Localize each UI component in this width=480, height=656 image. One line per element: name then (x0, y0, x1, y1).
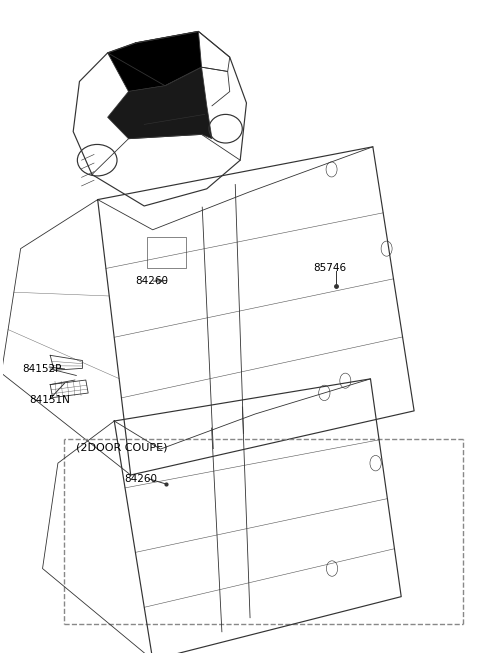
Text: 84152P: 84152P (22, 364, 61, 374)
Text: 84260: 84260 (136, 276, 168, 286)
Text: 85746: 85746 (313, 262, 347, 272)
Polygon shape (108, 31, 202, 91)
Text: (2DOOR COUPE): (2DOOR COUPE) (76, 443, 168, 453)
Text: 84260: 84260 (124, 474, 157, 484)
Text: 84151N: 84151N (29, 394, 70, 405)
Polygon shape (108, 67, 212, 138)
